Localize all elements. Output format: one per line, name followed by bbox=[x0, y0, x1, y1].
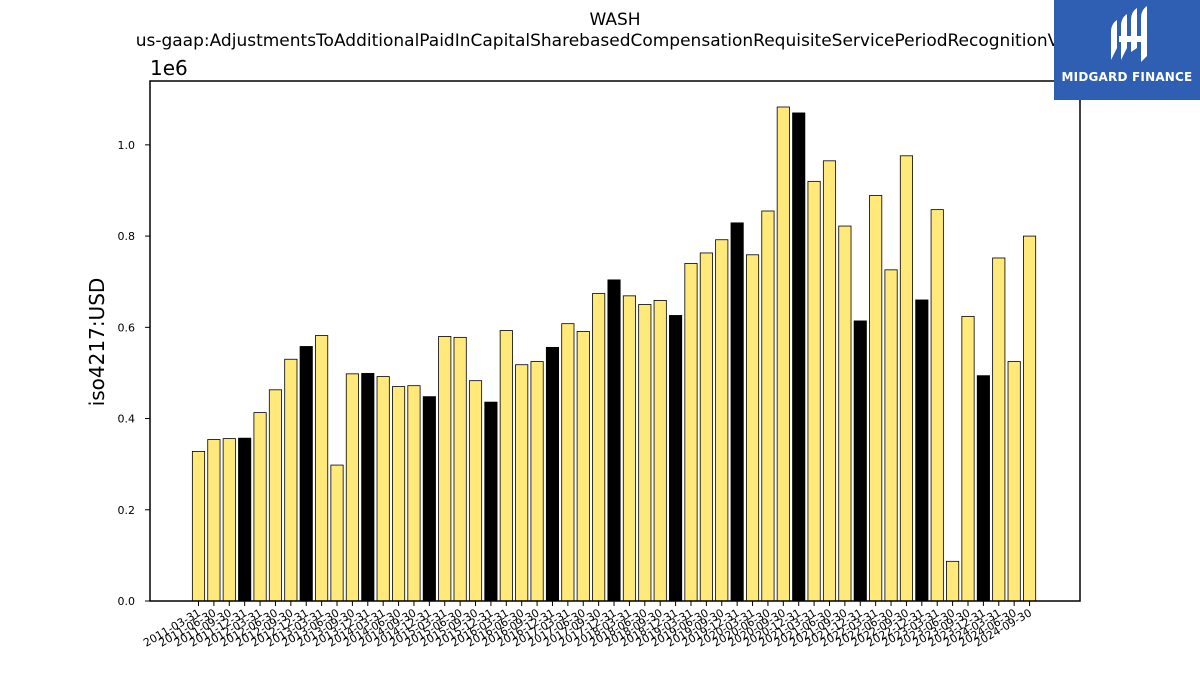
bar bbox=[884, 269, 898, 602]
bar bbox=[1007, 361, 1021, 602]
bar bbox=[730, 222, 744, 602]
bar bbox=[453, 336, 467, 602]
y-axis-label: iso4217:USD bbox=[85, 278, 109, 407]
bar bbox=[284, 358, 298, 602]
bar bbox=[761, 210, 775, 602]
x-axis: 2011-03-312011-06-302011-09-302011-12-31… bbox=[141, 601, 1034, 650]
bar bbox=[545, 346, 560, 602]
bar bbox=[853, 320, 867, 602]
bar bbox=[653, 299, 667, 602]
bar bbox=[899, 155, 913, 602]
bar bbox=[253, 412, 267, 602]
midgard-logo-icon bbox=[1111, 6, 1147, 62]
bar bbox=[268, 389, 282, 602]
bar bbox=[745, 254, 760, 602]
y-tick-label: 1.0 bbox=[118, 139, 136, 152]
bar bbox=[330, 464, 344, 602]
bar bbox=[807, 180, 821, 602]
bar bbox=[961, 315, 975, 602]
bar bbox=[822, 160, 837, 602]
bar bbox=[361, 372, 375, 602]
y-tick-label: 0.2 bbox=[118, 504, 136, 517]
bar bbox=[592, 293, 606, 602]
bars bbox=[191, 106, 1037, 602]
bar bbox=[607, 279, 621, 602]
bar bbox=[438, 336, 452, 602]
bar bbox=[422, 396, 436, 602]
y-tick-label: 0.6 bbox=[118, 321, 136, 334]
bar bbox=[315, 335, 329, 602]
chart-title: WASH bbox=[589, 10, 640, 30]
bar bbox=[191, 450, 206, 602]
bar bbox=[299, 346, 313, 602]
bar bbox=[684, 263, 698, 602]
bar bbox=[792, 112, 806, 602]
bar bbox=[515, 364, 529, 602]
midgard-logo: MIDGARD FINANCE bbox=[1054, 0, 1200, 100]
y-tick-label: 0.4 bbox=[118, 413, 136, 426]
bar bbox=[222, 438, 236, 602]
bar bbox=[576, 331, 590, 602]
bar bbox=[669, 315, 683, 602]
bar bbox=[715, 239, 729, 602]
bar bbox=[499, 330, 513, 602]
bar bbox=[915, 299, 929, 602]
bar bbox=[838, 225, 852, 602]
bar bbox=[468, 380, 483, 602]
y-offset-label: 1e6 bbox=[150, 56, 188, 80]
y-tick-label: 0.0 bbox=[118, 595, 136, 608]
bar bbox=[407, 385, 421, 602]
bar bbox=[776, 106, 790, 602]
chart-subtitle: us-gaap:AdjustmentsToAdditionalPaidInCap… bbox=[136, 31, 1095, 51]
bar bbox=[869, 195, 883, 602]
y-tick-label: 0.8 bbox=[118, 230, 136, 243]
bar bbox=[530, 361, 544, 602]
bar bbox=[699, 252, 713, 602]
bar bbox=[992, 257, 1006, 602]
bar bbox=[1023, 235, 1037, 602]
bar bbox=[207, 439, 221, 602]
bar bbox=[622, 295, 636, 602]
bar bbox=[561, 323, 575, 602]
bar bbox=[976, 375, 990, 602]
bar bbox=[392, 386, 406, 602]
logo-text: MIDGARD FINANCE bbox=[1061, 70, 1193, 84]
bar bbox=[638, 304, 652, 602]
bar bbox=[345, 373, 359, 602]
plot-frame bbox=[149, 80, 1081, 602]
bar bbox=[930, 209, 944, 602]
bar bbox=[376, 376, 390, 602]
y-axis: 0.0 0.2 0.4 0.6 0.8 1.0 bbox=[118, 139, 150, 608]
bar bbox=[238, 437, 252, 602]
bar bbox=[484, 401, 498, 602]
bar bbox=[946, 560, 960, 602]
